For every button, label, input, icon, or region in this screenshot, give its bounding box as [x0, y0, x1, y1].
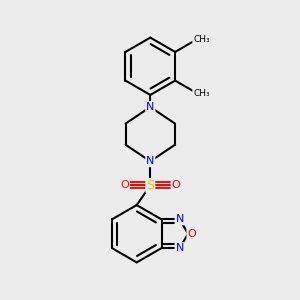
Text: CH₃: CH₃	[193, 34, 210, 43]
Text: N: N	[146, 156, 154, 166]
Text: O: O	[120, 181, 129, 190]
Text: S: S	[146, 179, 154, 192]
Text: O: O	[172, 181, 180, 190]
Text: O: O	[187, 229, 196, 239]
Text: N: N	[176, 243, 184, 253]
Text: CH₃: CH₃	[193, 89, 210, 98]
Text: N: N	[146, 102, 154, 112]
Text: N: N	[176, 214, 184, 224]
